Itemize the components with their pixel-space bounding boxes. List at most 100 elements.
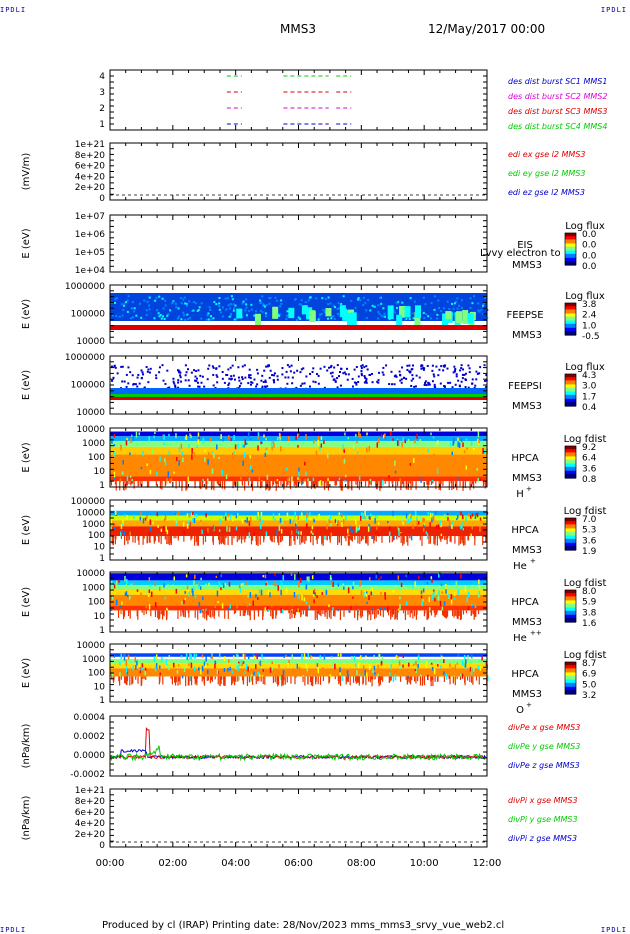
spectrogram-cell (420, 590, 423, 595)
spectrogram-cell (392, 536, 395, 541)
colorbar-cell (565, 450, 576, 453)
spectrogram-cell (223, 667, 226, 672)
spectrogram-cell (362, 536, 364, 540)
spectrogram-cell (113, 584, 116, 589)
spectrogram-cell (428, 536, 430, 544)
spectrogram-cell (122, 610, 125, 614)
colorbar-cell (565, 454, 576, 456)
spectrogram-cell (365, 593, 368, 597)
spectrogram-cell (189, 521, 191, 527)
spectrogram-cell (280, 536, 282, 543)
spectrogram-cell (132, 676, 134, 684)
colorbar-cell (565, 525, 576, 527)
spectrogram-cell (417, 521, 420, 525)
spectrogram-cell (132, 536, 134, 543)
spectrogram-cell (477, 438, 479, 443)
spectrogram-cell (425, 585, 427, 588)
spectrogram-cell (126, 578, 128, 584)
spectrogram-cell (340, 479, 342, 482)
spectrogram-cell (137, 660, 139, 664)
spectrogram-cell (122, 309, 125, 312)
spectrogram-cell (465, 610, 468, 614)
spectrogram-cell (345, 536, 347, 542)
spectrogram-cell (193, 369, 196, 372)
spectrogram-cell (325, 610, 327, 613)
spectrogram-cell (176, 317, 179, 320)
spectrogram-cell (240, 518, 243, 521)
spectrogram-cell (419, 439, 422, 444)
spectrogram-cell (348, 481, 350, 489)
spectrogram-cell (414, 511, 417, 516)
spectrogram-cell (172, 584, 174, 587)
spectrogram-cell (272, 481, 274, 487)
spectrogram-cell (126, 475, 129, 482)
legend-entry: des dist burst SC3 MMS3 (508, 107, 607, 116)
spectrogram-cell (166, 536, 168, 544)
colorbar-cell (565, 687, 576, 689)
spectrogram-cell (226, 297, 229, 300)
spectrogram-cell (183, 536, 185, 542)
colorbar-label: 4.3 (582, 371, 596, 381)
spectrogram-cell (245, 306, 248, 309)
spectrogram-cell (206, 481, 208, 490)
spectrogram-cell (471, 656, 473, 661)
spectrogram-cell (140, 592, 142, 596)
y-tick-label: 1e+04 (75, 266, 106, 276)
spectrogram-cell (127, 536, 129, 545)
spectrogram-cell (272, 306, 279, 319)
spectrogram-cell (252, 653, 254, 656)
spectrogram-cell (437, 440, 439, 445)
spectrogram-cell (470, 610, 472, 616)
spectrogram-cell (463, 373, 466, 376)
spectrogram-cell (406, 368, 409, 371)
spectrogram-cell (449, 536, 451, 542)
spectrogram-cell (175, 676, 177, 683)
spectrogram-cell (356, 481, 359, 489)
spectrogram-cell (188, 610, 190, 618)
colorbar-cell (565, 242, 576, 244)
spectrogram-cell (416, 523, 418, 527)
spectrogram-cell (399, 676, 402, 682)
colorbar-label: 0.4 (582, 403, 597, 413)
spectrogram-cell (471, 676, 473, 683)
spectrogram-cell (432, 481, 434, 484)
spectrogram-cell (459, 610, 462, 620)
spectrogram-cell (129, 610, 131, 619)
spectrogram-cell (363, 665, 365, 672)
spectrogram-cell (286, 512, 289, 517)
colorbar-cell (565, 245, 576, 248)
spectrogram-cell (189, 653, 191, 660)
colorbar-cell (565, 602, 576, 605)
spectrogram-cell (187, 676, 189, 686)
spectrogram-cell (153, 656, 156, 662)
colorbar-cell (565, 459, 576, 461)
spectrogram-cell (301, 382, 304, 385)
spectrogram-cell (177, 536, 179, 541)
spectrogram-cell (358, 481, 361, 490)
y-tick-label: 1e+06 (75, 230, 106, 240)
colorbar-cell (565, 403, 576, 405)
species-charge-label: ++ (530, 629, 542, 637)
spectrogram-cell (313, 599, 315, 604)
spectrogram-cell (423, 676, 426, 686)
spectrogram-cell (359, 433, 362, 439)
spectrogram-cell (462, 527, 465, 531)
spectrogram-cell (261, 385, 264, 388)
spectrogram-cell (400, 481, 402, 488)
spectrogram-cell (195, 536, 197, 543)
colorbar-cell (565, 404, 576, 406)
spectrogram-cell (148, 304, 151, 307)
spectrogram-cell (145, 313, 148, 316)
spectrogram-cell (188, 300, 191, 303)
date-title: 12/May/2017 00:00 (428, 22, 546, 36)
spectrogram-cell (373, 654, 375, 658)
spectrogram-cell (148, 308, 151, 311)
spectrogram-cell (338, 446, 341, 451)
spectrogram-cell (204, 449, 206, 452)
colorbar-cell (565, 547, 576, 549)
spectrogram-cell (407, 438, 410, 443)
spectrogram-cell (202, 437, 205, 444)
spectrogram-cell (243, 452, 246, 458)
spectrogram-cell (433, 453, 435, 458)
spectrogram-cell (314, 481, 316, 489)
